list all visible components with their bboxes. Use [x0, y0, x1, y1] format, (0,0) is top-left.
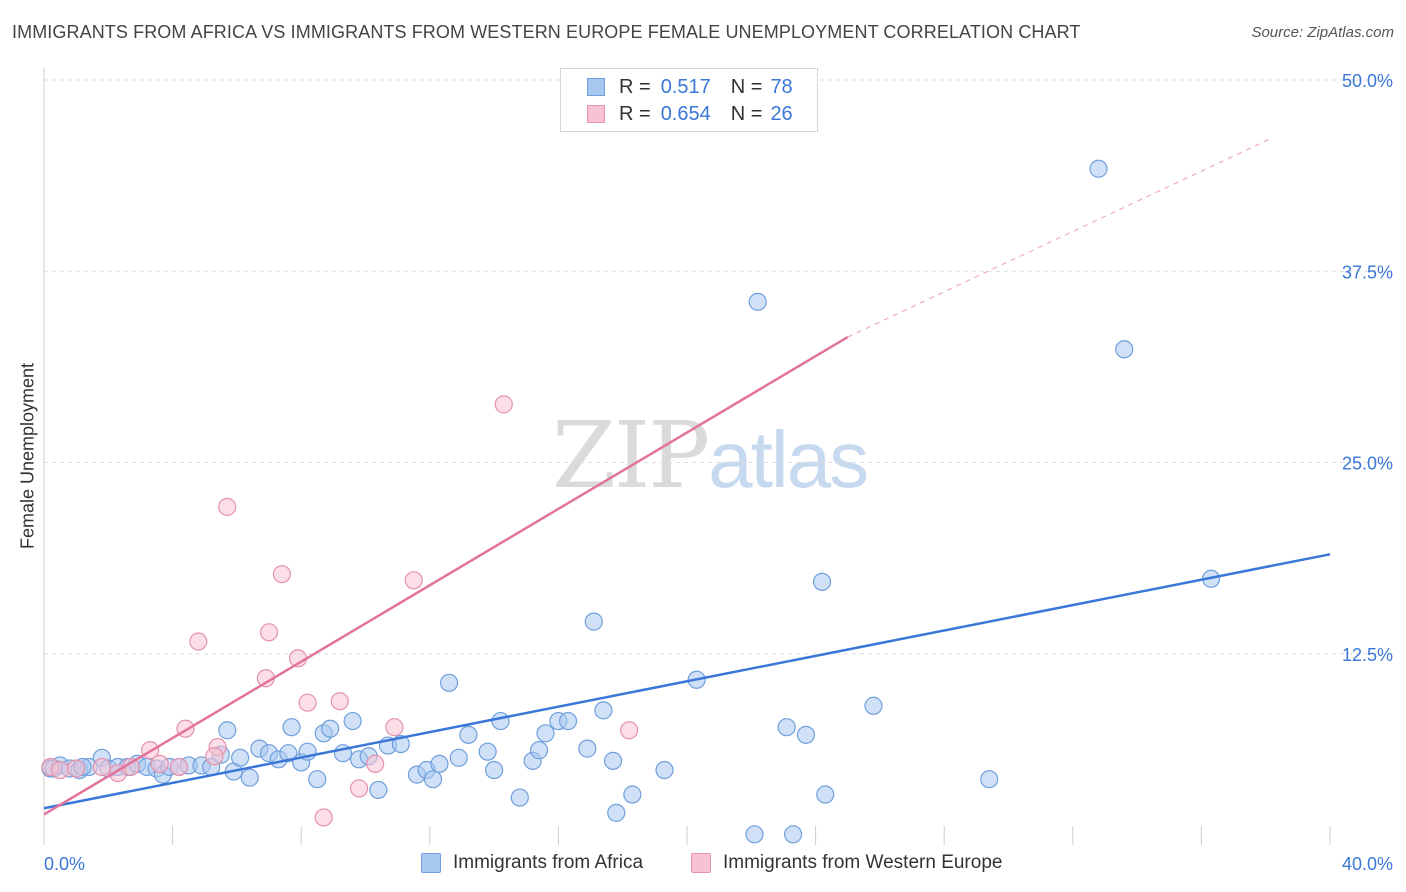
africa-n-value: 78 [770, 75, 793, 98]
legend-item-africa: Immigrants from Africa [421, 852, 643, 874]
stats-row-western-europe: R = 0.654 N = 26 [587, 102, 793, 126]
western-europe-trend-line [43, 335, 849, 816]
africa-point-30 [308, 770, 327, 789]
africa-point-49 [491, 711, 510, 731]
africa-point-70 [816, 785, 835, 804]
africa-point-57 [584, 612, 603, 631]
western-europe-point-23 [385, 718, 404, 737]
western-europe-point-20 [330, 692, 349, 711]
x-tick-label-1: 40.0% [1342, 854, 1393, 874]
western-europe-point-26 [620, 721, 639, 740]
we-n-value: 26 [770, 102, 793, 125]
africa-point-67 [783, 825, 803, 844]
x-tick-label-0: 0.0% [44, 854, 85, 874]
western-europe-point-13 [218, 497, 237, 516]
western-europe-point-24 [404, 571, 423, 590]
africa-point-69 [812, 572, 832, 591]
stats-row-africa: R = 0.517 N = 78 [587, 75, 793, 99]
western-europe-point-22 [366, 754, 385, 774]
western-europe-point-10 [189, 632, 208, 651]
africa-point-47 [478, 742, 497, 761]
africa-point-64 [745, 825, 764, 844]
africa-point-46 [459, 725, 478, 744]
africa-point-65 [748, 292, 767, 311]
africa-point-27 [282, 718, 301, 737]
y-tick-label-3: 50.0% [1342, 71, 1393, 91]
legend-africa-label: Immigrants from Africa [453, 852, 644, 873]
africa-point-72 [980, 770, 999, 789]
stats-legend: R = 0.517 N = 78 R = 0.654 N = 26 [560, 68, 818, 132]
africa-point-56 [578, 739, 597, 758]
africa-r-value: 0.517 [660, 75, 711, 98]
watermark: ZIPatlas [552, 402, 869, 509]
africa-point-68 [796, 725, 816, 744]
africa-point-74 [1115, 340, 1134, 359]
we-r-value: 0.654 [660, 102, 711, 125]
y-tick-label-1: 25.0% [1342, 454, 1393, 474]
source-credit: Source: ZipAtlas.com [1251, 24, 1394, 41]
western-europe-point-19 [314, 808, 333, 827]
western-europe-point-12 [205, 747, 224, 766]
africa-point-53 [536, 724, 555, 743]
western-europe-swatch [587, 105, 605, 123]
western-europe-point-1 [50, 760, 70, 780]
africa-point-66 [777, 718, 796, 737]
y-tick-label-2: 37.5% [1342, 262, 1393, 282]
legend-we-swatch [691, 853, 711, 873]
western-europe-point-7 [150, 754, 169, 774]
africa-point-22 [240, 768, 259, 787]
western-europe-point-2 [67, 759, 86, 778]
watermark-zip: ZIP [552, 402, 710, 509]
western-europe-point-16 [272, 565, 292, 584]
africa-point-34 [343, 711, 362, 731]
western-europe-trend-extension [847, 138, 1271, 338]
africa-point-50 [510, 788, 529, 807]
africa-point-26 [279, 744, 298, 763]
watermark-atlas: atlas [708, 415, 869, 504]
western-europe-point-18 [298, 693, 317, 712]
africa-point-21 [231, 748, 250, 767]
legend-item-western-europe: Immigrants from Western Europe [691, 852, 1002, 874]
africa-point-52 [530, 741, 549, 760]
africa-point-48 [485, 760, 504, 780]
africa-point-71 [864, 696, 883, 715]
legend-we-label: Immigrants from Western Europe [723, 852, 1003, 873]
y-tick-label-0: 12.5% [1342, 645, 1393, 665]
africa-point-44 [439, 673, 459, 692]
western-europe-point-3 [92, 757, 111, 777]
africa-point-60 [607, 803, 626, 822]
africa-point-37 [369, 780, 388, 800]
western-europe-point-25 [494, 395, 513, 414]
africa-point-62 [655, 760, 674, 780]
africa-point-59 [603, 751, 623, 770]
africa-point-55 [558, 711, 578, 731]
africa-point-42 [423, 770, 443, 789]
we-r-label: R = [619, 102, 651, 125]
africa-point-19 [218, 721, 237, 740]
africa-trend-line [43, 553, 1331, 810]
africa-point-32 [321, 719, 340, 738]
we-n-label: N = [730, 102, 763, 125]
africa-point-61 [623, 785, 642, 804]
africa-point-73 [1089, 159, 1108, 178]
western-europe-point-8 [169, 757, 189, 777]
africa-point-43 [430, 754, 449, 774]
western-europe-point-15 [259, 623, 279, 642]
africa-swatch [587, 78, 605, 96]
chart-title: IMMIGRANTS FROM AFRICA VS IMMIGRANTS FRO… [12, 22, 1081, 42]
western-europe-point-21 [349, 779, 369, 798]
africa-r-label: R = [619, 75, 651, 98]
series-legend: Immigrants from Africa Immigrants from W… [0, 852, 1406, 878]
legend-africa-swatch [421, 853, 441, 873]
africa-point-58 [594, 701, 613, 720]
africa-point-45 [449, 748, 468, 767]
africa-n-label: N = [730, 75, 763, 98]
